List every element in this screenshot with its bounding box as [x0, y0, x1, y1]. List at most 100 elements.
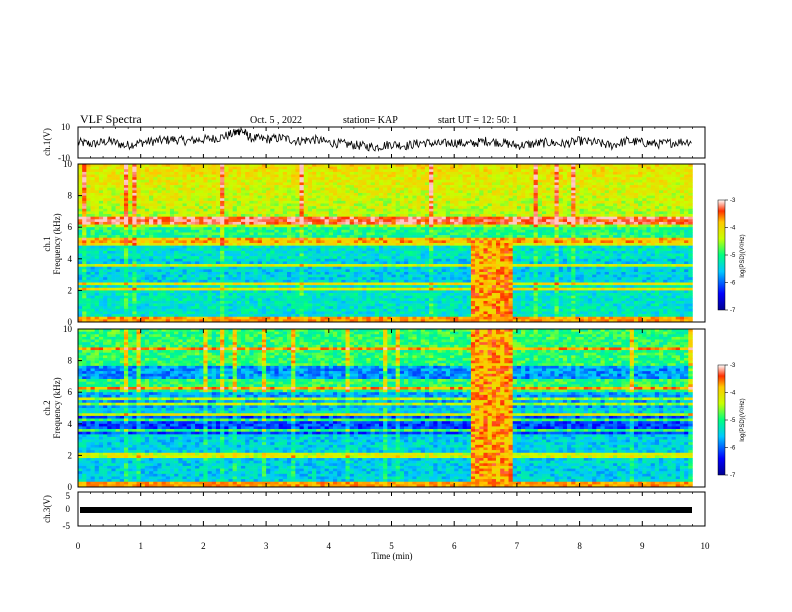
spectrogram-cell — [86, 232, 91, 236]
spectrogram-cell — [232, 316, 238, 320]
spectrogram-cell — [241, 224, 246, 228]
spectrogram-cell — [232, 164, 238, 167]
spectrogram-cell — [78, 208, 83, 212]
spectrogram-cell — [266, 224, 271, 228]
spectrogram-cell — [215, 206, 221, 210]
spectrogram-cell — [399, 214, 405, 217]
spectrogram-cell — [115, 166, 121, 170]
spectrogram-cell — [353, 303, 359, 307]
spectrogram-cell — [119, 298, 125, 302]
spectrogram-cell — [241, 248, 246, 252]
spectrogram-cell — [316, 235, 321, 239]
spectrogram-cell — [161, 206, 167, 210]
spectrogram-cell — [132, 256, 137, 260]
spectrogram-cell — [236, 190, 242, 194]
spectrogram-cell — [241, 253, 246, 257]
spectrogram-cell — [174, 266, 179, 270]
spectrogram-cell — [387, 298, 392, 302]
spectrogram-cell — [399, 256, 405, 260]
spectrogram-cell — [378, 279, 384, 283]
spectrogram-cell — [115, 185, 121, 188]
spectrogram-cell — [203, 295, 208, 299]
spectrogram-cell — [90, 192, 96, 196]
spectrogram-cell — [291, 303, 296, 307]
spectrogram-cell — [261, 166, 267, 170]
spectrogram-cell — [412, 295, 417, 299]
spectrogram-cell — [149, 290, 154, 294]
spectrogram-cell — [119, 271, 125, 275]
spectrogram-cell — [287, 187, 292, 191]
spectrogram-cell — [278, 293, 284, 296]
spectrogram-cell — [161, 277, 167, 281]
spectrogram-cell — [282, 192, 288, 196]
spectrogram-cell — [307, 171, 313, 175]
spectrogram-cell — [404, 240, 409, 244]
spectrogram-cell — [178, 179, 183, 183]
spectrogram-cell — [370, 224, 376, 228]
spectrogram-cell — [270, 169, 275, 173]
spectrogram-cell — [378, 219, 384, 223]
spectrogram-cell — [387, 300, 392, 304]
spectrogram-cell — [228, 240, 233, 244]
spectrogram-cell — [261, 185, 267, 188]
spectrogram-cell — [378, 277, 384, 281]
spectrogram-cell — [416, 211, 422, 215]
spectrogram-cell — [424, 174, 430, 178]
spectrogram-cell — [374, 308, 380, 312]
spectrogram-cell — [282, 232, 288, 236]
spectrogram-cell — [220, 285, 225, 289]
spectrogram-cell — [161, 174, 167, 178]
spectrogram-cell — [366, 221, 371, 225]
spectrogram-cell — [404, 174, 409, 178]
spectrogram-cell — [245, 261, 250, 265]
spectrogram-cell — [391, 311, 396, 315]
spectrogram-cell — [149, 169, 154, 173]
spectrogram-cell — [249, 319, 254, 323]
spectrogram-cell — [282, 214, 288, 217]
spectrogram-cell — [107, 198, 112, 202]
spectrogram-cell — [203, 179, 208, 183]
spectrogram-cell — [224, 206, 229, 210]
spectrogram-cell — [174, 174, 179, 178]
spectrogram-cell — [144, 308, 150, 312]
spectrogram-cell — [103, 174, 108, 178]
spectrogram-cell — [132, 279, 137, 283]
spectrogram-cell — [182, 169, 187, 173]
spectrogram-cell — [316, 285, 321, 289]
spectrogram-cell — [228, 190, 233, 194]
spectrogram-cell — [236, 216, 242, 220]
spectrogram-cell — [107, 232, 112, 236]
spectrogram-cell — [103, 287, 108, 291]
spectrogram-cell — [140, 240, 146, 244]
spectrogram-cell — [228, 248, 233, 252]
spectrogram-cell — [412, 274, 417, 278]
spectrogram-cell — [115, 221, 121, 225]
spectrogram-cell — [182, 200, 187, 204]
spectrogram-cell — [266, 243, 271, 246]
spectrogram-cell — [90, 298, 96, 302]
spectrogram-cell — [337, 264, 342, 267]
spectrogram-cell — [90, 240, 96, 244]
spectrogram-cell — [144, 214, 150, 217]
spectrogram-cell — [387, 311, 392, 315]
spectrogram-cell — [337, 187, 342, 191]
spectrogram-cell — [224, 164, 229, 167]
spectrogram-cell — [395, 285, 401, 289]
spectrogram-cell — [249, 306, 254, 310]
spectrogram-cell — [94, 311, 100, 315]
spectrogram-cell — [420, 295, 426, 299]
spectrogram-cell — [136, 203, 141, 207]
spectrogram-cell — [111, 285, 116, 289]
spectrogram-cell — [249, 174, 254, 178]
spectrogram-cell — [404, 203, 409, 207]
spectrogram-cell — [299, 232, 305, 236]
spectrogram-cell — [245, 290, 250, 294]
spectrogram-cell — [128, 245, 133, 249]
spectrogram-cell — [107, 293, 112, 296]
spectrogram-cell — [107, 264, 112, 267]
spectrogram-cell — [312, 177, 317, 181]
spectrogram-cell — [190, 227, 196, 231]
spectrogram-cell — [282, 240, 288, 244]
spectrogram-cell — [253, 232, 259, 236]
spectrogram-cell — [374, 253, 380, 257]
